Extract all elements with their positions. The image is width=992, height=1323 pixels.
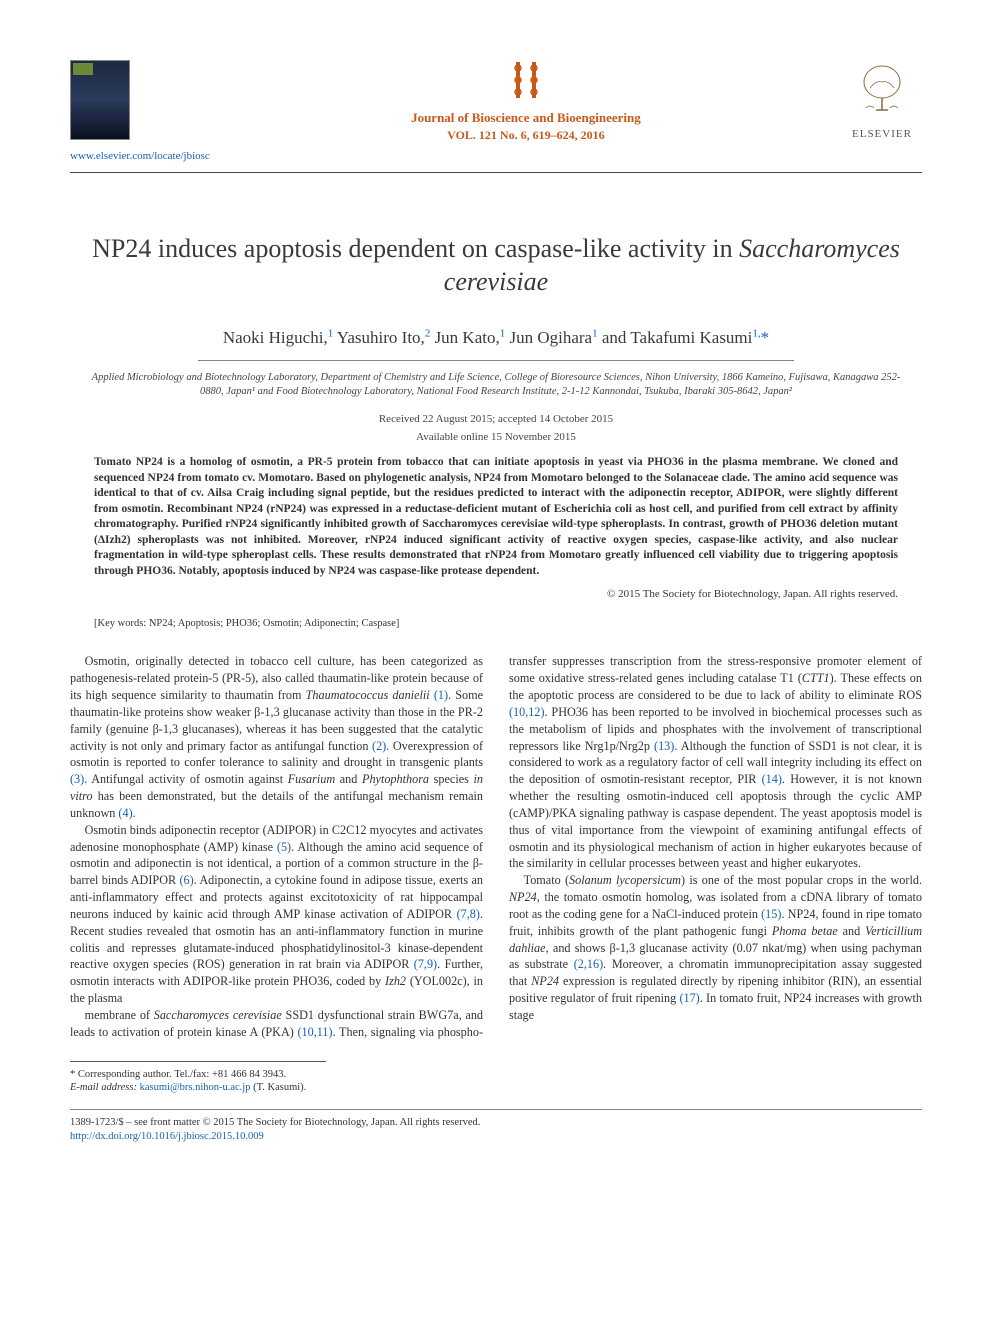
- copyright-line: © 2015 The Society for Biotechnology, Ja…: [94, 587, 898, 602]
- bottom-bar: 1389-1723/$ – see front matter © 2015 Th…: [70, 1109, 922, 1145]
- doi-link[interactable]: http://dx.doi.org/10.1016/j.jbiosc.2015.…: [70, 1131, 264, 1142]
- body-paragraph: Osmotin binds adiponectin receptor (ADIP…: [70, 822, 483, 1007]
- corresponding-author: * Corresponding author. Tel./fax: +81 46…: [70, 1068, 922, 1095]
- corresp-who: (T. Kasumi).: [253, 1082, 306, 1093]
- header-rule: [70, 172, 922, 173]
- publisher-block: ELSEVIER: [842, 60, 922, 143]
- journal-cover-thumbnail: [70, 60, 130, 140]
- locate-link[interactable]: www.elsevier.com/locate/jbiosc: [70, 150, 210, 162]
- abstract: Tomato NP24 is a homolog of osmotin, a P…: [94, 455, 898, 579]
- journal-name: Journal of Bioscience and Bioengineering: [411, 109, 641, 127]
- journal-volume: VOL. 121 No. 6, 619–624, 2016: [411, 127, 641, 144]
- received-date: Received 22 August 2015; accepted 14 Oct…: [70, 412, 922, 427]
- footer-separator: [70, 1061, 326, 1062]
- center-header: Journal of Bioscience and Bioengineering…: [411, 60, 641, 144]
- body-columns: Osmotin, originally detected in tobacco …: [70, 653, 922, 1040]
- authors-line: Naoki Higuchi,1 Yasuhiro Ito,2 Jun Kato,…: [70, 326, 922, 350]
- keywords: [Key words: NP24; Apoptosis; PHO36; Osmo…: [94, 617, 898, 632]
- online-date: Available online 15 November 2015: [70, 430, 922, 445]
- corresp-phone: * Corresponding author. Tel./fax: +81 46…: [70, 1068, 922, 1082]
- authors-rule: [198, 360, 794, 361]
- body-paragraph: Tomato (Solanum lycopersicum) is one of …: [509, 872, 922, 1023]
- issn-line: 1389-1723/$ – see front matter © 2015 Th…: [70, 1116, 922, 1131]
- publisher-label: ELSEVIER: [842, 127, 922, 142]
- header-row: www.elsevier.com/locate/jbiosc Journal o…: [70, 60, 922, 164]
- left-header: www.elsevier.com/locate/jbiosc: [70, 60, 210, 164]
- email-label: E-mail address:: [70, 1082, 137, 1093]
- article-title: NP24 induces apoptosis dependent on casp…: [90, 233, 902, 298]
- journal-logo-icon: [510, 60, 542, 105]
- elsevier-tree-icon: [852, 60, 912, 120]
- body-paragraph: Osmotin, originally detected in tobacco …: [70, 653, 483, 821]
- corresp-email-link[interactable]: kasumi@brs.nihon-u.ac.jp: [140, 1082, 251, 1093]
- affiliations: Applied Microbiology and Biotechnology L…: [90, 371, 902, 398]
